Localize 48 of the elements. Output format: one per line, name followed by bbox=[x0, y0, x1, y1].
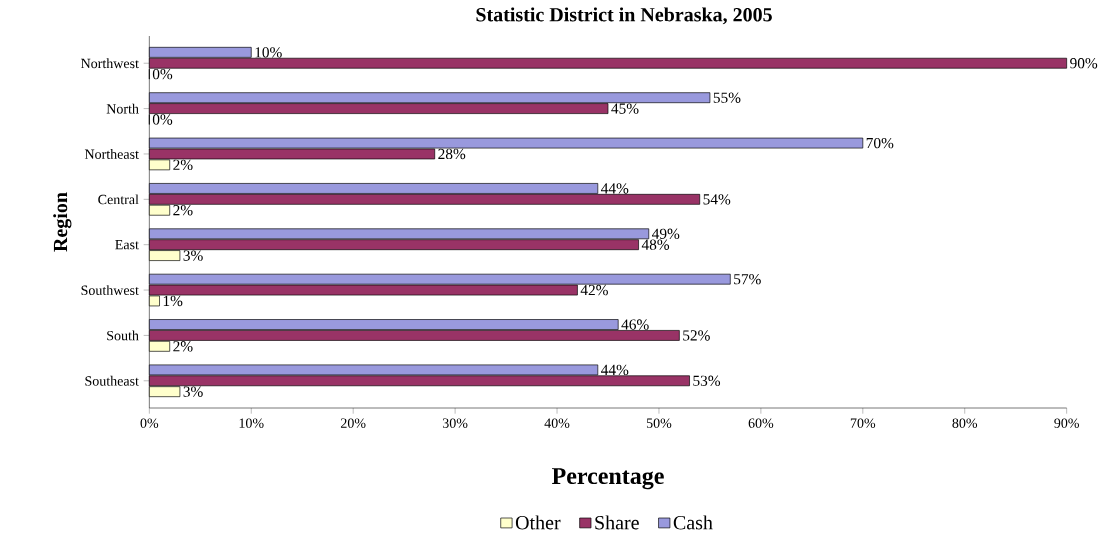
data-label: 3% bbox=[183, 386, 203, 397]
data-label: 28% bbox=[438, 148, 466, 160]
x-tick-label: 60% bbox=[748, 418, 774, 428]
data-label: 42% bbox=[580, 284, 608, 296]
x-tick-label: 80% bbox=[952, 418, 978, 428]
data-label: 45% bbox=[611, 103, 639, 114]
x-tick-label: 0% bbox=[140, 418, 159, 428]
legend-label: Share bbox=[595, 515, 639, 530]
x-axis-title: Percentage bbox=[552, 468, 664, 490]
legend-label: Cash bbox=[673, 515, 713, 530]
data-label: 90% bbox=[1070, 58, 1098, 69]
y-tick-label: Central bbox=[98, 194, 139, 205]
data-label: 52% bbox=[683, 330, 710, 341]
data-label: 46% bbox=[621, 319, 649, 330]
y-tick-label: Southeast bbox=[85, 375, 139, 386]
data-label: 44% bbox=[601, 364, 629, 376]
data-label: 2% bbox=[173, 205, 193, 216]
data-label: 3% bbox=[183, 250, 203, 261]
data-label: 54% bbox=[703, 194, 731, 205]
x-tick-label: 40% bbox=[544, 418, 570, 428]
x-tick-label: 20% bbox=[340, 418, 366, 428]
x-tick-label: 30% bbox=[442, 418, 468, 428]
data-label: 0% bbox=[152, 68, 173, 80]
data-label: 1% bbox=[163, 295, 183, 307]
data-label: 2% bbox=[173, 159, 193, 171]
data-label: 10% bbox=[255, 47, 282, 58]
data-label: 0% bbox=[152, 114, 173, 125]
y-tick-label: East bbox=[115, 240, 139, 250]
data-label: 2% bbox=[173, 341, 193, 352]
data-label: 49% bbox=[652, 228, 680, 240]
y-tick-label: Northeast bbox=[84, 149, 139, 159]
data-label: 44% bbox=[601, 183, 629, 194]
data-label: 57% bbox=[734, 273, 761, 285]
data-label: 53% bbox=[693, 375, 721, 386]
y-tick-label: South bbox=[107, 330, 139, 341]
x-tick-label: 70% bbox=[850, 418, 876, 428]
x-tick-label: 50% bbox=[646, 418, 672, 428]
y-tick-label: Southwest bbox=[81, 285, 139, 295]
chart-title: Statistic District in Nebraska, 2005 bbox=[476, 7, 772, 25]
y-tick-label: Northwest bbox=[81, 58, 139, 69]
y-tick-label: North bbox=[106, 103, 139, 114]
data-label: 55% bbox=[713, 92, 741, 103]
x-tick-label: 90% bbox=[1054, 418, 1079, 428]
data-label: 70% bbox=[866, 137, 894, 149]
y-axis-title: Region bbox=[53, 192, 72, 252]
legend-label: Other bbox=[515, 515, 561, 530]
x-tick-label: 10% bbox=[239, 418, 264, 428]
data-label: 48% bbox=[641, 239, 670, 250]
